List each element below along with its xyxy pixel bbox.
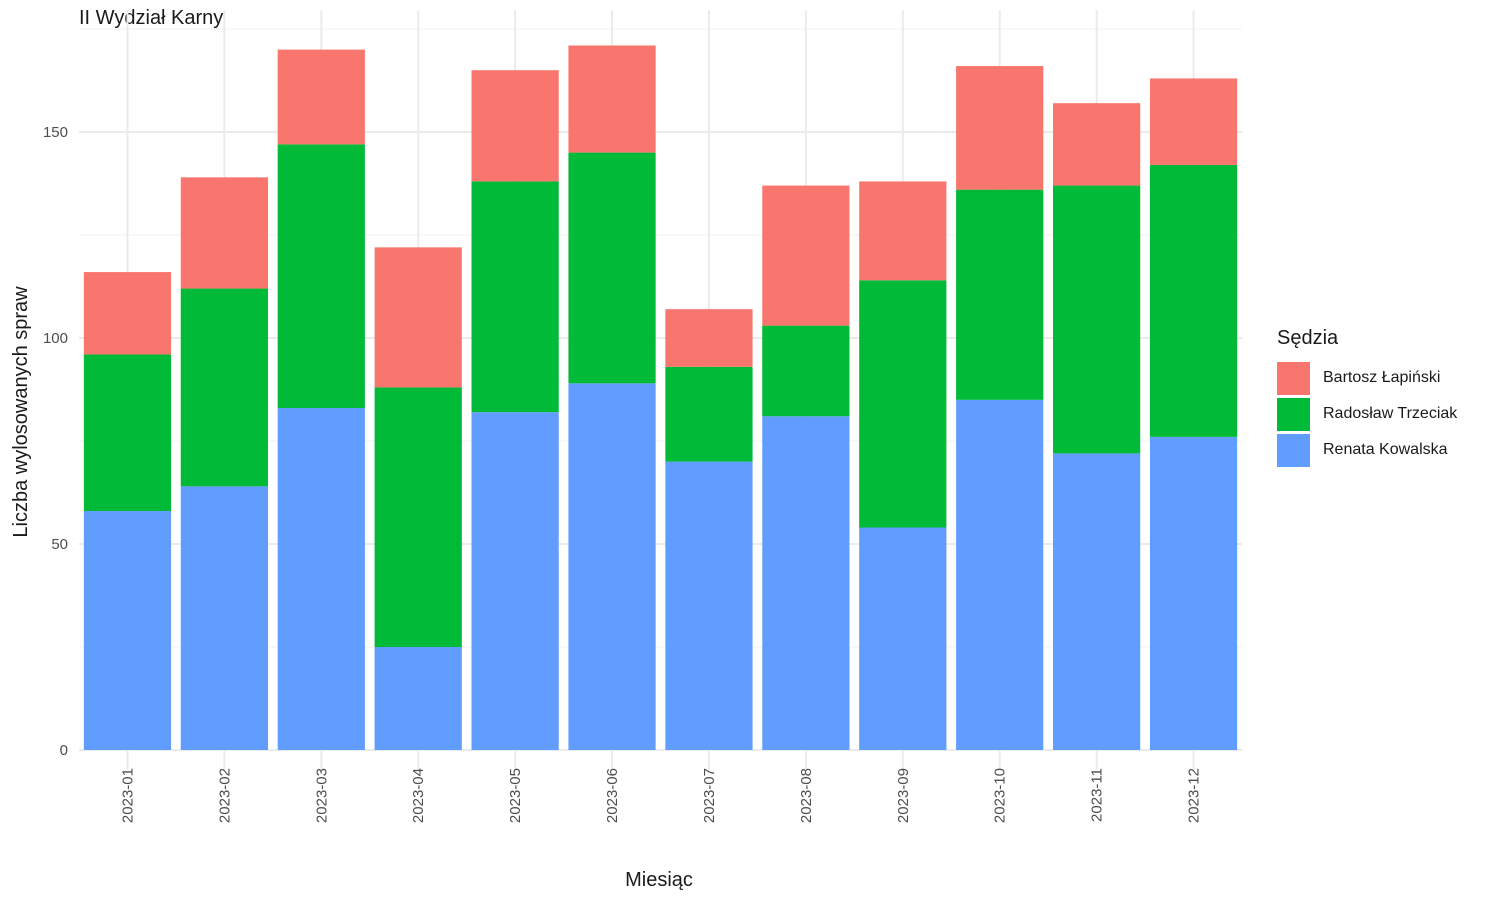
bar-segment — [471, 412, 559, 750]
legend-item: Bartosz Łapiński — [1277, 360, 1457, 396]
bar-segment — [1149, 436, 1238, 750]
bar-segment — [471, 70, 559, 182]
bar-segment — [180, 288, 268, 487]
x-tick-label: 2023-06 — [604, 768, 621, 823]
legend-label: Radosław Trzeciak — [1323, 405, 1458, 422]
bar-segment — [83, 511, 172, 750]
bar-segment — [83, 354, 172, 512]
x-tick-label: 2023-08 — [798, 768, 815, 823]
bar-segment — [762, 416, 850, 750]
bar-segment — [471, 181, 559, 413]
bar-segment — [180, 486, 268, 750]
bar-segment — [568, 383, 656, 750]
bar-segment — [665, 309, 753, 367]
bar-segment — [374, 247, 462, 388]
legend-item: Renata Kowalska — [1277, 432, 1457, 468]
x-tick-label: 2023-12 — [1186, 768, 1203, 823]
bar-segment — [1053, 453, 1141, 750]
bar-segment — [568, 152, 656, 384]
legend-swatch — [1277, 433, 1310, 467]
x-tick-label: 2023-11 — [1089, 768, 1106, 822]
bar-segment — [374, 387, 462, 647]
x-tick-label: 2023-04 — [410, 768, 427, 823]
legend-label: Bartosz Łapiński — [1323, 369, 1441, 386]
y-axis-ticks: 0 50 100 150 — [43, 124, 68, 759]
bar-segment — [83, 272, 172, 355]
bar-segment — [1149, 78, 1238, 165]
x-tick-label: 2023-03 — [313, 768, 330, 823]
y-axis-title: Liczba wylosowanych spraw — [10, 286, 32, 538]
bar-segment — [665, 366, 753, 462]
bar-segment — [568, 45, 656, 153]
bars — [83, 45, 1238, 750]
bar-segment — [277, 49, 365, 145]
bar-segment — [277, 144, 365, 409]
bar-segment — [762, 185, 850, 326]
y-tick-label: 150 — [43, 124, 68, 141]
bar-segment — [1053, 103, 1141, 186]
bar-segment — [859, 280, 947, 528]
bar-segment — [1149, 164, 1238, 437]
x-axis-title: Miesiąc — [625, 869, 693, 891]
bar-segment — [277, 408, 365, 750]
bar-segment — [956, 189, 1044, 400]
legend-swatch — [1277, 397, 1310, 431]
y-tick-label: 100 — [43, 330, 68, 347]
bar-segment — [1053, 185, 1141, 454]
x-tick-label: 2023-05 — [507, 768, 524, 823]
y-tick-label: 0 — [60, 742, 68, 759]
x-tick-label: 2023-07 — [701, 768, 718, 823]
bar-segment — [374, 647, 462, 750]
legend-item: Radosław Trzeciak — [1277, 396, 1457, 432]
legend-swatch — [1277, 361, 1310, 395]
bar-segment — [859, 181, 947, 281]
x-tick-label: 2023-09 — [895, 768, 912, 823]
bar-segment — [956, 66, 1044, 190]
bar-segment — [180, 177, 268, 289]
legend-items: Bartosz Łapiński Radosław Trzeciak Renata … — [1277, 360, 1457, 468]
y-tick-label: 50 — [51, 536, 68, 553]
bar-segment — [956, 399, 1044, 750]
chart-title: II Wydział Karny — [79, 7, 224, 29]
x-tick-label: 2023-01 — [119, 768, 136, 823]
x-tick-label: 2023-02 — [216, 768, 233, 823]
x-tick-label: 2023-10 — [992, 768, 1009, 823]
x-axis-ticks: 2023-01 2023-02 2023-03 2023-04 2023-05 2023-… — [119, 768, 1202, 823]
legend-label: Renata Kowalska — [1323, 441, 1448, 458]
bar-segment — [665, 461, 753, 750]
legend: Sędzia Bartosz Łapiński Radosław Trzeciak… — [1277, 327, 1457, 468]
bar-segment — [762, 325, 850, 417]
legend-title: Sędzia — [1277, 327, 1339, 349]
bar-segment — [859, 527, 947, 750]
